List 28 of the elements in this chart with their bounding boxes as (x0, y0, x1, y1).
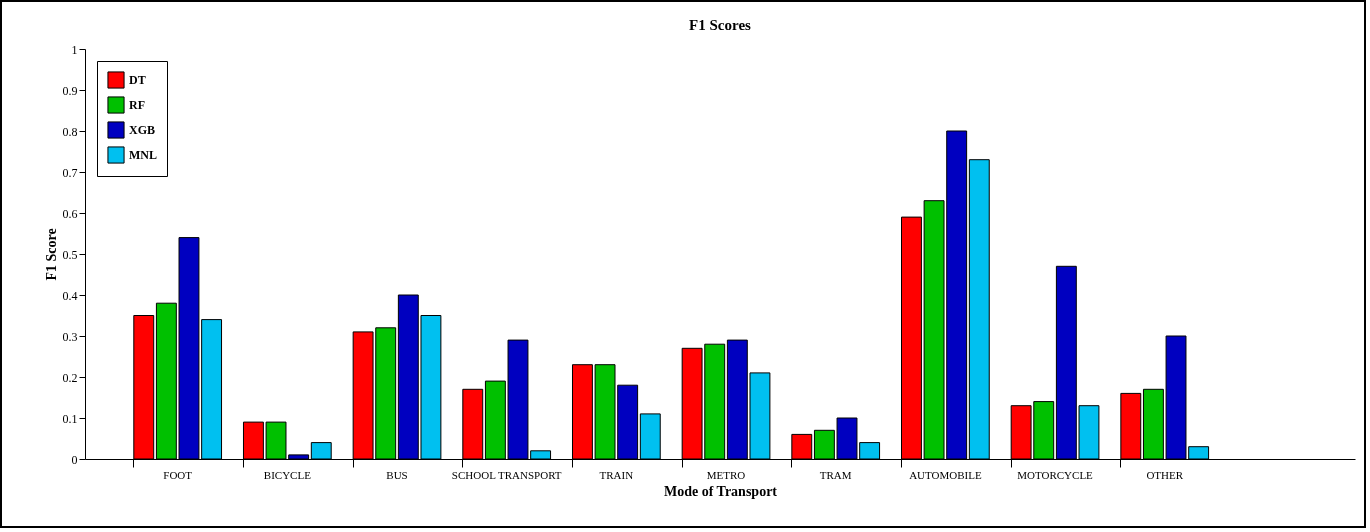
legend-label: MNL (129, 148, 157, 162)
legend-label: XGB (129, 123, 156, 137)
x-tick-label: BICYCLE (263, 468, 312, 481)
x-tick-label: TRAM (819, 468, 852, 481)
y-tick-label: 0.7 (62, 165, 78, 180)
x-tick-label: TRAIN (599, 468, 634, 481)
y-tick-label: 0.6 (62, 206, 78, 221)
chart-title: F1 Scores (689, 17, 752, 33)
x-axis-title: Mode of Transport (663, 483, 778, 499)
y-tick-label: 0.4 (62, 288, 78, 303)
y-axis-title: F1 Score (43, 228, 59, 281)
x-tick-label: SCHOOL TRANSPORT (451, 468, 562, 481)
y-tick-label: 0.1 (62, 411, 78, 426)
y-tick-label: 0 (71, 452, 78, 467)
y-tick-label: 0.3 (62, 329, 78, 344)
y-tick-label: 0.8 (62, 124, 78, 139)
y-tick-label: 1 (71, 42, 78, 57)
y-tick-label: 0.9 (62, 83, 78, 98)
legend-label: RF (129, 98, 145, 112)
legend-label: DT (129, 73, 146, 87)
x-tick-label: AUTOMOBILE (909, 468, 982, 481)
x-tick-label: BUS (386, 468, 408, 481)
y-tick-label: 0.2 (62, 370, 78, 385)
x-tick-label: METRO (706, 468, 746, 481)
x-tick-label: MOTORCYCLE (1017, 468, 1094, 481)
x-tick-label: OTHER (1146, 468, 1184, 481)
y-tick-label: 0.5 (62, 247, 78, 262)
x-tick-label: FOOT (163, 468, 193, 481)
